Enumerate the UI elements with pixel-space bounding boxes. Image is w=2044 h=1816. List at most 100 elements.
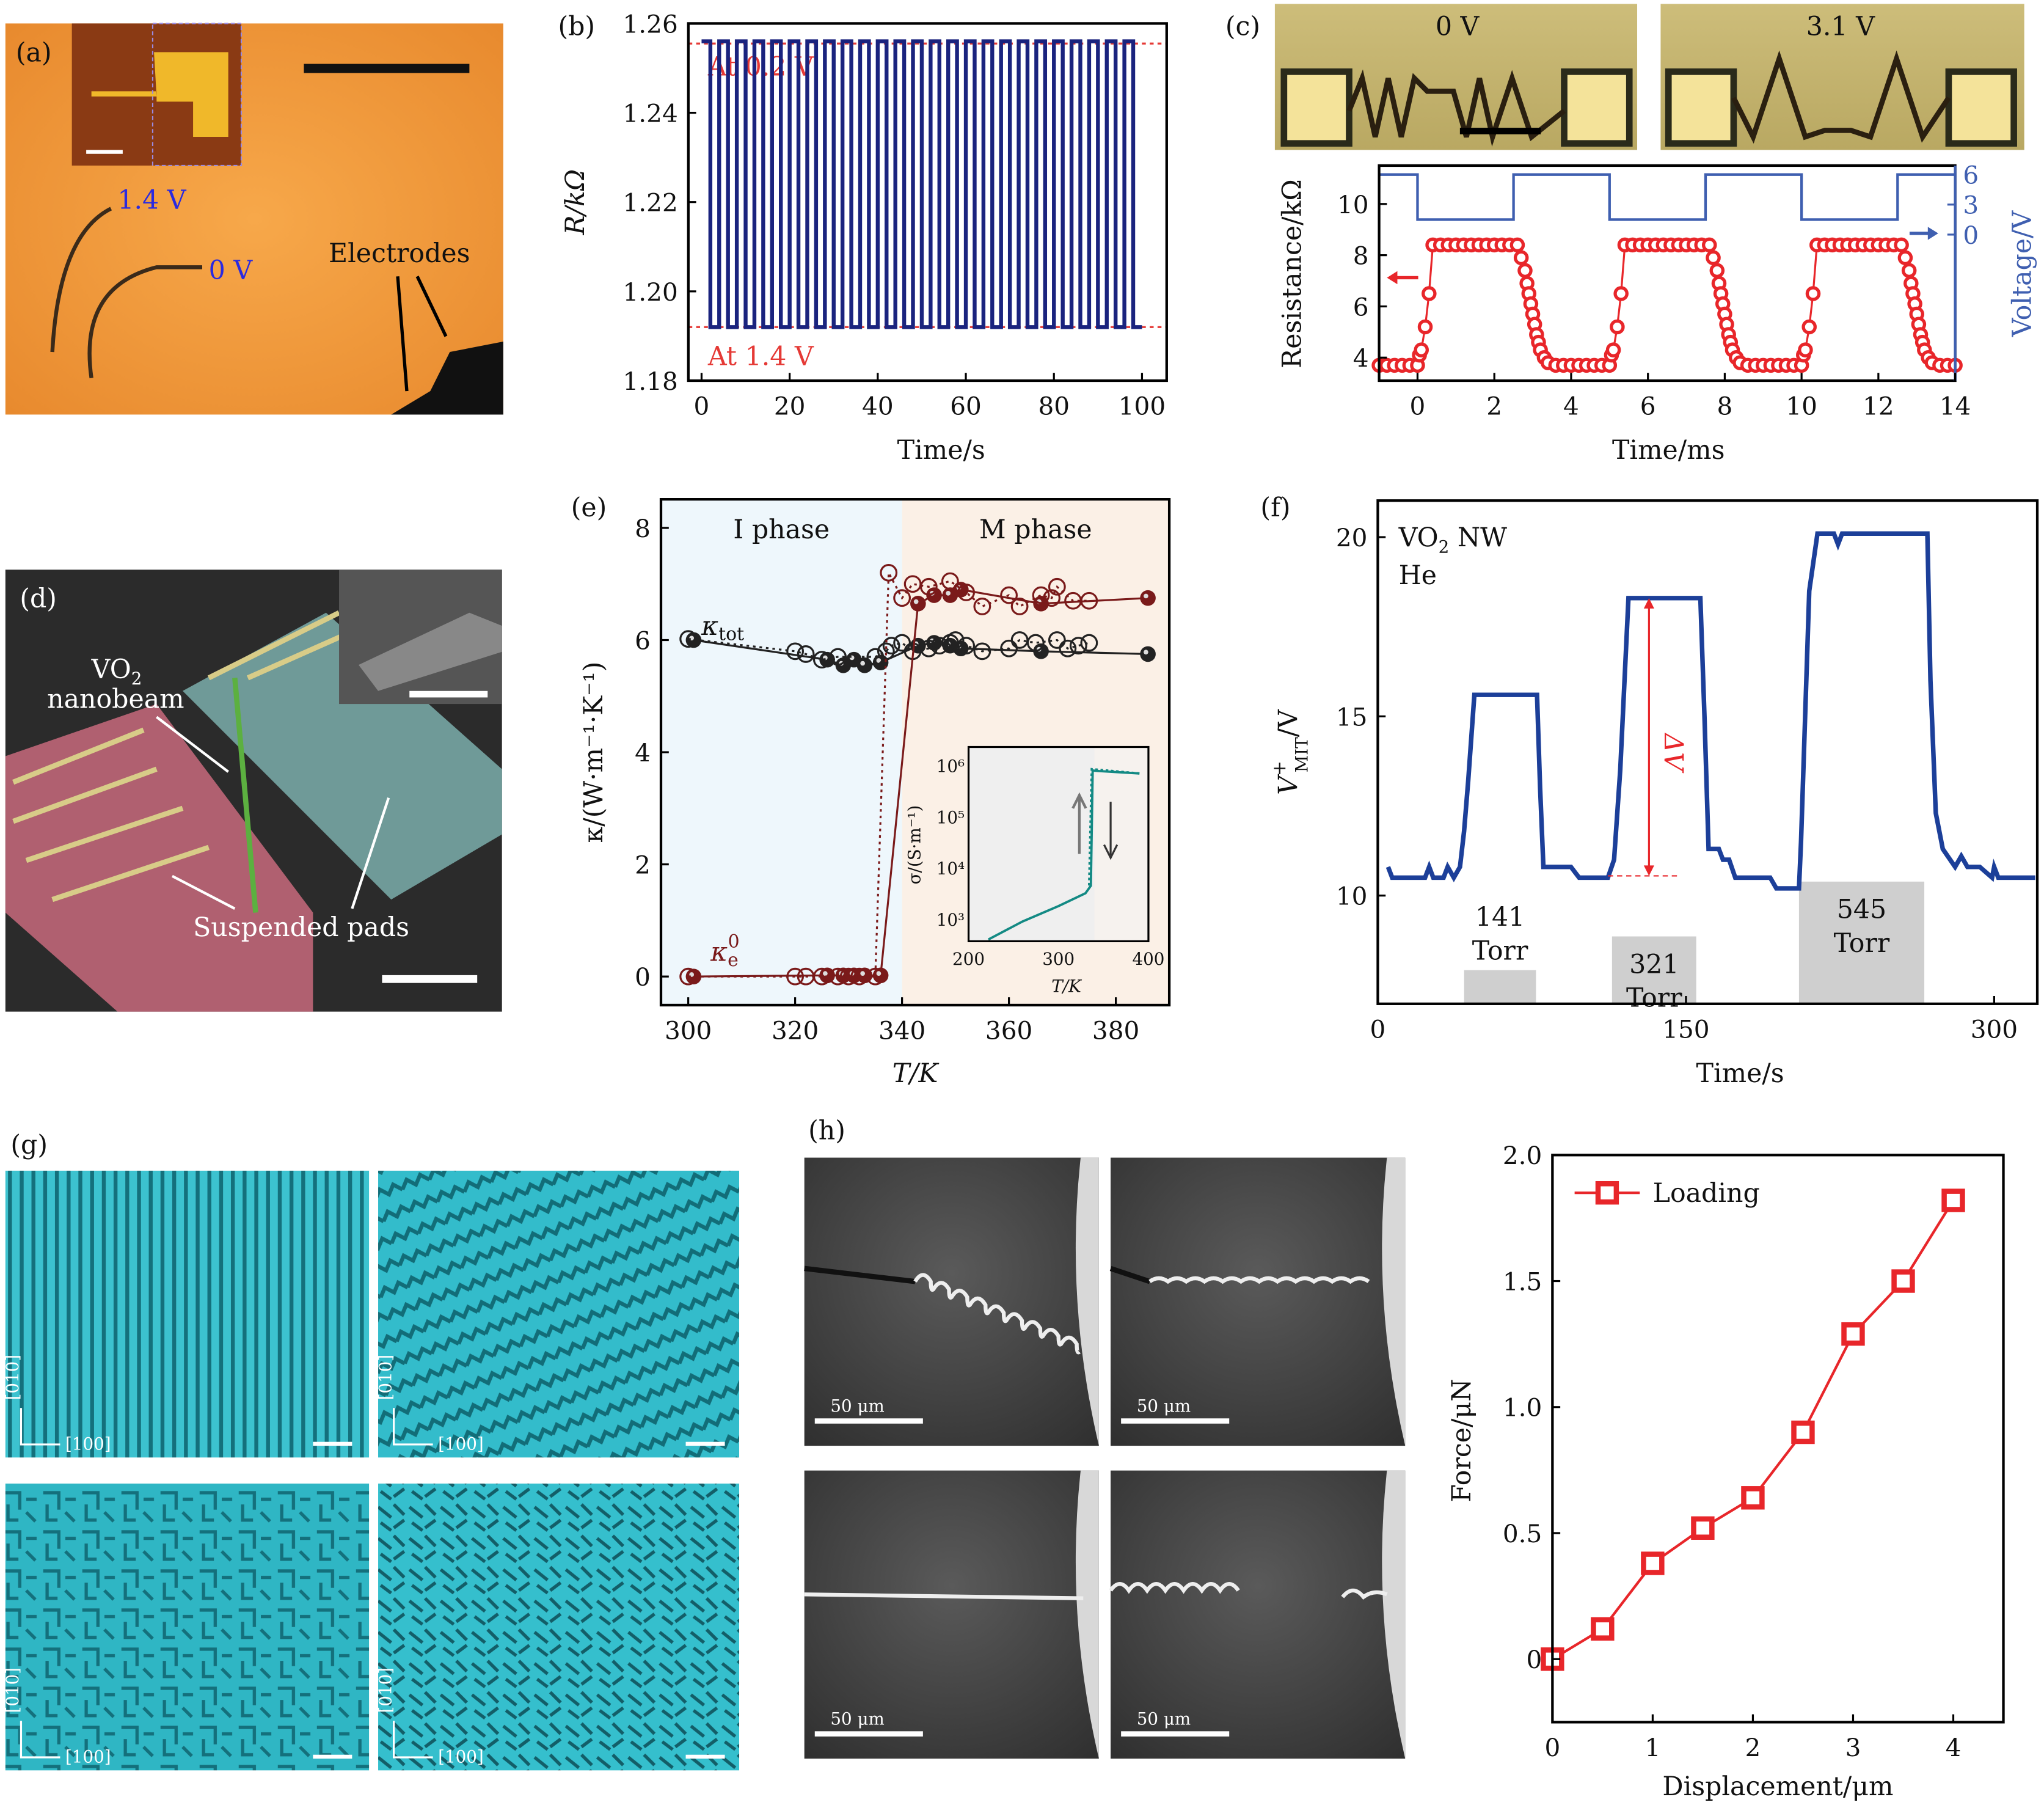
b-y-tick-label: 1.24 — [623, 98, 678, 128]
suspended-pads-label: Suspended pads — [193, 912, 409, 943]
crystal-axis-x-label: [100] — [65, 1747, 111, 1767]
kappa-point-open — [930, 637, 949, 655]
pad-arrow-right — [351, 797, 390, 909]
kappa-point-open — [1080, 634, 1098, 652]
crystal-axis-x-label: [100] — [65, 1433, 111, 1454]
panel-g: (g) [010][100][010][100][010][100][010][… — [2, 1130, 740, 1771]
pad-right-teal — [183, 612, 502, 900]
kappa-point-open — [946, 631, 965, 649]
resistance-point — [1709, 263, 1725, 279]
sample-sub: 2 — [1439, 537, 1450, 557]
c-y-tick-label: 8 — [1353, 241, 1369, 271]
inset-y-tick-label: 10³ — [936, 910, 965, 930]
scale-bar-g — [313, 1441, 352, 1446]
force-point — [1941, 1188, 1965, 1212]
kappa-point-open — [866, 648, 885, 666]
crystal-axis-arrows-icon — [20, 1408, 60, 1446]
b-x-tick-label: 40 — [862, 391, 894, 420]
f-x-axis-label: Time/s — [1696, 1058, 1784, 1089]
kappa-point-open — [1032, 586, 1050, 604]
kappa-point-open — [973, 598, 991, 615]
e-x-axis-label: T/K — [892, 1058, 940, 1089]
domain-image-3 — [5, 1483, 370, 1771]
vo2-label: VO2 — [91, 654, 142, 689]
pad-right-0v — [1561, 68, 1633, 147]
phase-region — [661, 499, 902, 1005]
g-crystal-axes: [010] [100] [010] [100] [010] [100] [010] [100] — [2, 1355, 725, 1767]
panel-label-e: (e) — [571, 492, 607, 523]
c-x-tick-label: 2 — [1486, 391, 1502, 420]
inset-frame — [967, 745, 1150, 943]
h-x-tick-label: 3 — [1845, 1733, 1861, 1762]
kappa-point-highlight — [876, 658, 881, 663]
b-y-tick-label: 1.26 — [623, 9, 678, 38]
nanobeam-arrow — [156, 716, 229, 773]
force-point — [1591, 1617, 1615, 1641]
pad-left-3v — [1665, 68, 1737, 147]
voltage-series-line — [1379, 173, 1955, 221]
panel-label-f: (f) — [1260, 492, 1290, 523]
kappa-point-open — [839, 967, 858, 986]
kappa-e-sup: 0 — [728, 931, 740, 953]
kappa-point-open — [866, 967, 885, 986]
panel-label-c: (c) — [1225, 12, 1260, 42]
c-y-tick-label: 10 — [1337, 190, 1369, 219]
pressure-value: 321 — [1629, 949, 1679, 979]
resistance-point — [1517, 263, 1533, 279]
heating-arrow-icon — [1071, 792, 1087, 854]
pressure-box — [1798, 881, 1925, 1004]
c-y2-axis-label: Voltage/V — [2007, 210, 2037, 338]
scale-bar-label: 50 μm — [1137, 1396, 1191, 1416]
inset-x-tick-label: 200 — [952, 949, 985, 969]
kappa-point-open — [1043, 589, 1061, 607]
kappa-point-filled — [1140, 646, 1156, 662]
pressure-value: 141 — [1475, 902, 1525, 932]
inset-beam — [359, 612, 502, 691]
resistance-point — [1414, 342, 1429, 357]
h-y-tick-label: 0 — [1526, 1645, 1542, 1674]
sample-main: VO — [1398, 522, 1439, 553]
image-label-0v: 0 V — [1436, 12, 1480, 42]
pressure-unit: Torr — [1626, 983, 1682, 1014]
force-point — [1791, 1420, 1815, 1444]
crystal-axis-x-label: [100] — [438, 1433, 484, 1454]
resistance-point — [1897, 250, 1913, 266]
nanowire-relaxed — [87, 265, 203, 379]
kappa-point-open — [829, 648, 847, 666]
pad-arrow-left — [171, 874, 236, 910]
electrode-shadow — [391, 341, 503, 415]
inset-y-tick-label: 10⁴ — [936, 859, 965, 879]
resistance-point — [1706, 250, 1721, 266]
helical-wire — [913, 1273, 1081, 1355]
kappa-point-open — [1048, 577, 1066, 596]
c-x-tick-label: 10 — [1786, 391, 1817, 420]
e-x-tick-label: 340 — [878, 1016, 925, 1045]
vo2-main: VO — [91, 654, 131, 684]
e-x-tick-label: 380 — [1092, 1016, 1139, 1045]
chart-b: (b) R/kΩ Time/s At 0.2 V At 1.4 V 0 20 40 6… — [558, 9, 1168, 466]
kappa-point-filled — [856, 657, 873, 673]
h-y-tick-label: 2.0 — [1503, 1141, 1542, 1170]
h-y-tick-label: 0.5 — [1503, 1519, 1542, 1548]
crystal-axis-y-label: [010] — [375, 1668, 395, 1713]
c-x-tick-label: 12 — [1863, 391, 1894, 420]
kappa-point-highlight — [876, 971, 881, 976]
kappa-point-open — [1048, 631, 1066, 649]
kappa-point-open — [1080, 591, 1098, 610]
kappa-series-line — [688, 638, 1090, 661]
sem-probe-edge — [1382, 1157, 1406, 1446]
scale-bar-h — [1121, 1418, 1230, 1424]
kappa-point-open — [679, 630, 698, 648]
pressure-box — [1611, 936, 1696, 1004]
sem-probe-edge — [1075, 1470, 1099, 1759]
scale-bar-h — [814, 1731, 923, 1737]
kappa-point-open — [957, 637, 976, 655]
f-ylabel-unit: /V — [1273, 709, 1304, 737]
domain-image-herringbone — [378, 1483, 740, 1771]
kappa-point-open — [829, 967, 847, 986]
b-y-tick-label: 1.22 — [623, 188, 678, 218]
kappa-point-open — [880, 563, 898, 582]
c-x-tick-label: 14 — [1940, 391, 1971, 420]
scale-bar-label: 50 μm — [1137, 1709, 1191, 1729]
